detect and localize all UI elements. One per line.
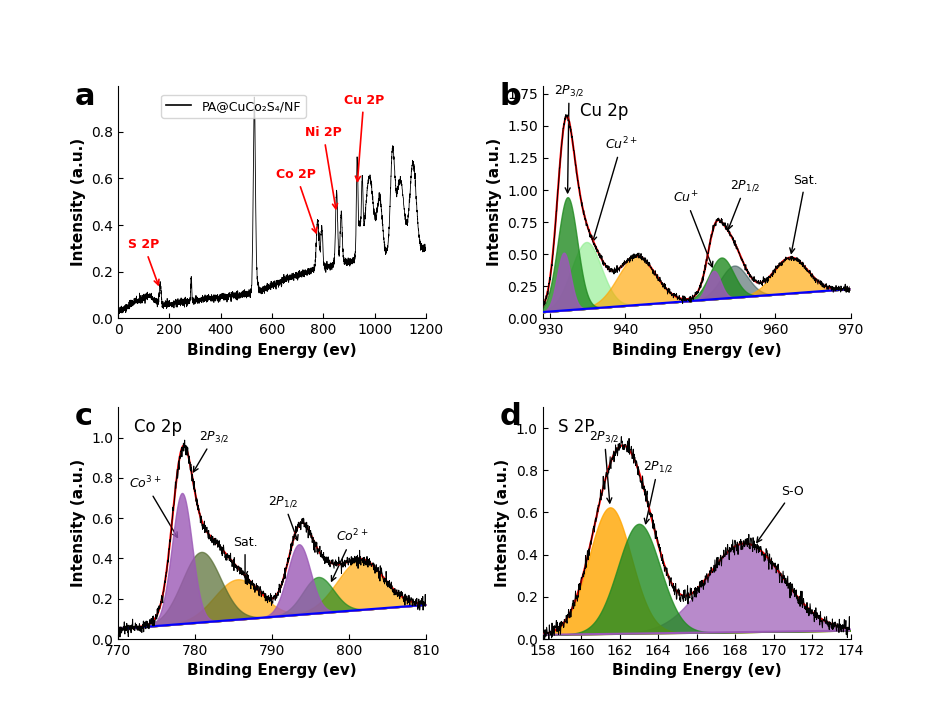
Y-axis label: Intensity (a.u.): Intensity (a.u.) bbox=[495, 459, 510, 587]
Text: $2P_{1/2}$: $2P_{1/2}$ bbox=[268, 494, 298, 540]
Text: $2P_{3/2}$: $2P_{3/2}$ bbox=[553, 83, 583, 193]
Text: S 2P: S 2P bbox=[558, 419, 594, 437]
Text: Ni 2P: Ni 2P bbox=[305, 126, 342, 209]
Y-axis label: Intensity (a.u.): Intensity (a.u.) bbox=[71, 459, 86, 587]
Text: Cu 2P: Cu 2P bbox=[344, 94, 383, 182]
Text: $Co^{2+}$: $Co^{2+}$ bbox=[331, 528, 369, 581]
Text: S 2P: S 2P bbox=[128, 238, 160, 285]
Text: $2P_{3/2}$: $2P_{3/2}$ bbox=[194, 429, 229, 472]
Y-axis label: Intensity (a.u.): Intensity (a.u.) bbox=[71, 139, 86, 266]
Text: Co 2P: Co 2P bbox=[276, 169, 316, 233]
X-axis label: Binding Energy (ev): Binding Energy (ev) bbox=[611, 663, 781, 679]
Text: Co 2p: Co 2p bbox=[133, 419, 181, 437]
Text: Cu 2p: Cu 2p bbox=[579, 103, 628, 121]
X-axis label: Binding Energy (ev): Binding Energy (ev) bbox=[611, 343, 781, 358]
Text: a: a bbox=[75, 82, 95, 111]
Text: S-O: S-O bbox=[756, 485, 803, 542]
X-axis label: Binding Energy (ev): Binding Energy (ev) bbox=[187, 663, 357, 679]
Legend: PA@CuCo₂S₄/NF: PA@CuCo₂S₄/NF bbox=[161, 95, 306, 118]
Y-axis label: Intensity (a.u.): Intensity (a.u.) bbox=[486, 139, 501, 266]
Text: $2P_{1/2}$: $2P_{1/2}$ bbox=[727, 178, 760, 229]
Text: Sat.: Sat. bbox=[232, 536, 257, 577]
Text: $2P_{3/2}$: $2P_{3/2}$ bbox=[588, 429, 619, 503]
Text: d: d bbox=[499, 402, 521, 431]
Text: $Co^{3+}$: $Co^{3+}$ bbox=[128, 475, 177, 537]
Text: Sat.: Sat. bbox=[789, 174, 817, 253]
Text: $2P_{1/2}$: $2P_{1/2}$ bbox=[642, 460, 672, 523]
X-axis label: Binding Energy (ev): Binding Energy (ev) bbox=[187, 343, 357, 358]
Text: c: c bbox=[75, 402, 93, 431]
Text: b: b bbox=[499, 82, 521, 111]
Text: $Cu^{2+}$: $Cu^{2+}$ bbox=[591, 135, 637, 241]
Text: $Cu^{+}$: $Cu^{+}$ bbox=[672, 190, 712, 267]
